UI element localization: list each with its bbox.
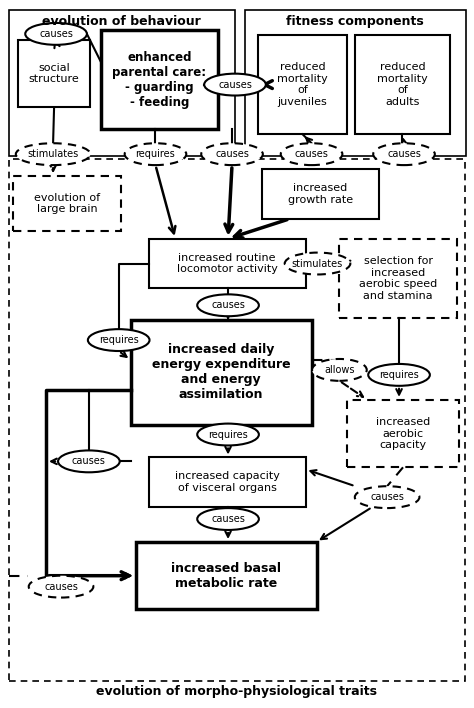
- FancyBboxPatch shape: [9, 159, 465, 681]
- Text: requires: requires: [208, 430, 248, 440]
- Text: increased basal
metabolic rate: increased basal metabolic rate: [171, 561, 281, 590]
- Text: causes: causes: [370, 492, 404, 502]
- Ellipse shape: [29, 576, 93, 598]
- FancyBboxPatch shape: [13, 176, 121, 231]
- Text: causes: causes: [44, 582, 78, 592]
- FancyBboxPatch shape: [9, 10, 235, 156]
- Text: requires: requires: [379, 370, 419, 380]
- Text: causes: causes: [72, 457, 106, 467]
- Ellipse shape: [201, 143, 263, 165]
- Text: causes: causes: [39, 29, 73, 39]
- Text: selection for
increased
aerobic speed
and stamina: selection for increased aerobic speed an…: [359, 256, 437, 301]
- FancyBboxPatch shape: [245, 10, 465, 156]
- Text: requires: requires: [99, 335, 138, 345]
- Ellipse shape: [368, 364, 430, 386]
- Ellipse shape: [88, 329, 149, 351]
- Text: causes: causes: [211, 514, 245, 524]
- Text: increased routine
locomotor activity: increased routine locomotor activity: [177, 253, 277, 274]
- FancyBboxPatch shape: [101, 30, 218, 130]
- Ellipse shape: [125, 143, 186, 165]
- Text: increased
growth rate: increased growth rate: [288, 183, 353, 205]
- Text: fitness components: fitness components: [286, 16, 424, 28]
- Ellipse shape: [197, 423, 259, 445]
- FancyBboxPatch shape: [148, 457, 306, 507]
- Text: evolution of morpho-physiological traits: evolution of morpho-physiological traits: [97, 685, 377, 697]
- FancyBboxPatch shape: [136, 542, 317, 610]
- Text: causes: causes: [215, 149, 249, 159]
- FancyBboxPatch shape: [258, 35, 347, 135]
- Text: stimulates: stimulates: [27, 149, 79, 159]
- Text: causes: causes: [218, 79, 252, 90]
- Ellipse shape: [197, 295, 259, 316]
- Ellipse shape: [204, 74, 266, 96]
- Ellipse shape: [281, 143, 342, 165]
- Ellipse shape: [25, 23, 87, 45]
- Text: increased daily
energy expenditure
and energy
assimilation: increased daily energy expenditure and e…: [152, 343, 291, 401]
- FancyBboxPatch shape: [356, 35, 450, 135]
- Text: requires: requires: [136, 149, 175, 159]
- Ellipse shape: [16, 143, 91, 165]
- Text: allows: allows: [324, 365, 355, 375]
- FancyBboxPatch shape: [148, 239, 306, 288]
- Ellipse shape: [285, 253, 350, 275]
- FancyBboxPatch shape: [339, 239, 457, 318]
- Ellipse shape: [373, 143, 435, 165]
- Text: reduced
mortality
of
juveniles: reduced mortality of juveniles: [277, 62, 328, 107]
- FancyBboxPatch shape: [131, 320, 311, 425]
- Text: evolution of behaviour: evolution of behaviour: [42, 16, 201, 28]
- Text: causes: causes: [387, 149, 421, 159]
- FancyBboxPatch shape: [262, 169, 379, 219]
- Ellipse shape: [197, 508, 259, 530]
- FancyBboxPatch shape: [18, 40, 90, 108]
- Text: causes: causes: [211, 300, 245, 310]
- Ellipse shape: [312, 359, 367, 381]
- Text: evolution of
large brain: evolution of large brain: [34, 193, 100, 215]
- Text: causes: causes: [295, 149, 328, 159]
- Text: enhanced
parental care:
- guarding
- feeding: enhanced parental care: - guarding - fee…: [112, 50, 207, 108]
- Text: increased capacity
of visceral organs: increased capacity of visceral organs: [174, 472, 280, 493]
- Text: stimulates: stimulates: [292, 258, 343, 268]
- Text: increased
aerobic
capacity: increased aerobic capacity: [376, 417, 430, 450]
- Ellipse shape: [355, 486, 419, 508]
- Ellipse shape: [58, 450, 120, 472]
- Text: social
structure: social structure: [29, 63, 80, 84]
- Text: reduced
mortality
of
adults: reduced mortality of adults: [377, 62, 428, 107]
- FancyBboxPatch shape: [347, 400, 459, 467]
